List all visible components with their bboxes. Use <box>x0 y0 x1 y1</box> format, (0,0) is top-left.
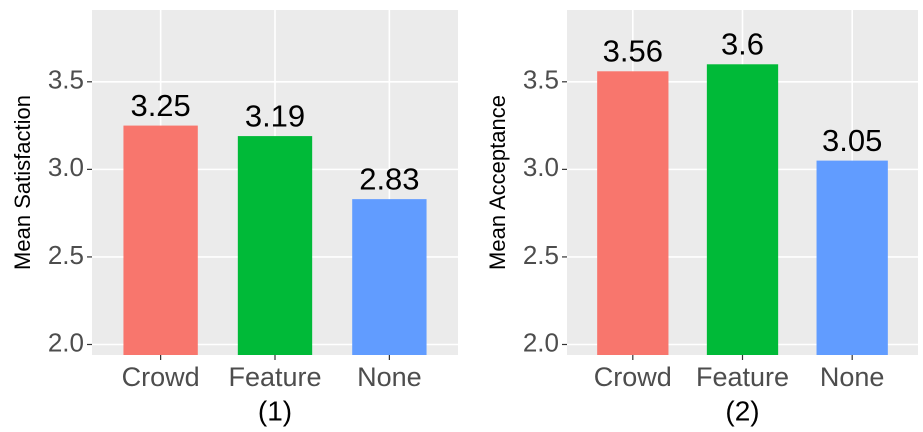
y-axis-label: Mean Satisfaction <box>10 95 35 270</box>
y-tick-label: 2.0 <box>48 327 84 357</box>
y-tick-label: 3.0 <box>523 152 559 182</box>
x-tick-label: None <box>357 362 422 392</box>
y-tick-label: 3.5 <box>48 65 84 95</box>
bar <box>352 199 427 355</box>
y-axis-label: Mean Acceptance <box>485 95 510 270</box>
y-tick-label: 3.0 <box>48 152 84 182</box>
y-tick-label: 2.5 <box>523 240 559 270</box>
bar <box>597 71 669 355</box>
bar <box>706 64 779 355</box>
y-tick-label: 2.5 <box>48 240 84 270</box>
x-tick-label: Feature <box>696 362 789 392</box>
caption: (1) <box>258 395 292 426</box>
x-tick-label: Crowd <box>594 362 672 392</box>
value-label: 3.19 <box>245 98 305 133</box>
value-label: 2.83 <box>359 161 419 196</box>
bar <box>816 160 888 355</box>
x-tick-label: Feature <box>228 362 321 392</box>
value-label: 3.56 <box>603 33 663 68</box>
value-label: 3.05 <box>822 123 882 158</box>
caption: (2) <box>725 395 759 426</box>
x-tick-label: None <box>820 362 885 392</box>
bar <box>123 125 198 355</box>
value-label: 3.25 <box>130 88 190 123</box>
y-tick-label: 3.5 <box>523 65 559 95</box>
value-label: 3.6 <box>721 26 764 61</box>
x-tick-label: Crowd <box>122 362 200 392</box>
bar <box>237 136 313 355</box>
y-tick-label: 2.0 <box>523 327 559 357</box>
